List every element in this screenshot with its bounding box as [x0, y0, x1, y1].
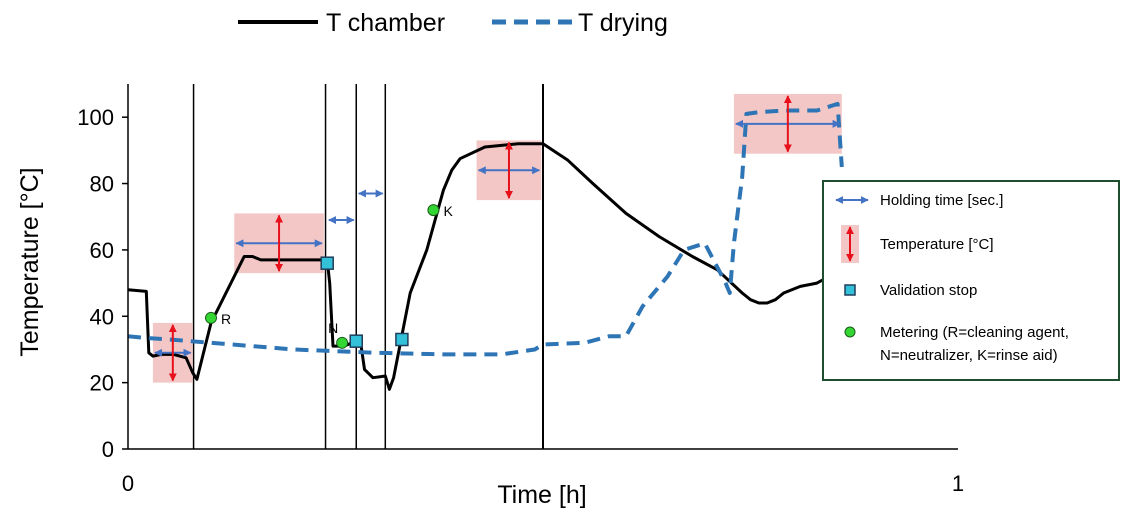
key-box: Holding time [sec.] Temperature [°C] Val… — [822, 180, 1120, 381]
metering-label-r: R — [221, 311, 231, 327]
y-tick-label-0: 0 — [102, 437, 114, 462]
key-metering-marker — [844, 326, 856, 338]
annotations: R N K — [154, 95, 841, 382]
axes — [127, 84, 958, 450]
metering-point-n — [336, 336, 349, 349]
x-tick-label-1: 1 — [952, 471, 964, 496]
y-axis-label: Temperature [°C] — [16, 167, 44, 356]
key-temperature-label: Temperature [°C] — [880, 236, 994, 253]
metering-label-k: K — [443, 203, 453, 219]
validation-stop-0 — [320, 256, 334, 270]
x-tick-label-0: 0 — [122, 471, 134, 496]
validation-stop-1 — [349, 334, 363, 348]
key-validation-marker — [844, 284, 856, 296]
y-tick-label-1: 20 — [90, 371, 114, 396]
holding-windows — [152, 93, 842, 383]
metering-point-r — [205, 311, 217, 324]
legend-chamber-label: T chamber — [326, 9, 445, 37]
series-line-t-chamber — [127, 142, 843, 391]
y-tick-label-3: 60 — [90, 238, 114, 263]
metering-point-k — [427, 204, 440, 217]
metering-label-n: N — [328, 320, 338, 336]
series-lines — [127, 101, 844, 391]
x-axis-label: Time [h] — [497, 481, 586, 509]
validation-stop-2 — [395, 332, 409, 347]
tick-labels: 0 20 40 60 80 100 0 1 — [77, 105, 964, 496]
y-tick-label-5: 100 — [77, 105, 114, 130]
legend-drying-label: T drying — [578, 9, 668, 37]
key-metering-label: Metering (R=cleaning agent, — [880, 324, 1069, 341]
series-line-t-drying — [127, 101, 844, 357]
y-tick-label-4: 80 — [90, 172, 114, 197]
key-validation-label: Validation stop — [880, 282, 977, 299]
y-tick-label-2: 40 — [90, 304, 114, 329]
key-holding-label: Holding time [sec.] — [880, 192, 1003, 209]
legend: T chamber T drying — [238, 9, 668, 37]
key-box-frame — [822, 180, 1120, 381]
key-metering-label-2: N=neutralizer, K=rinse aid) — [880, 347, 1058, 364]
